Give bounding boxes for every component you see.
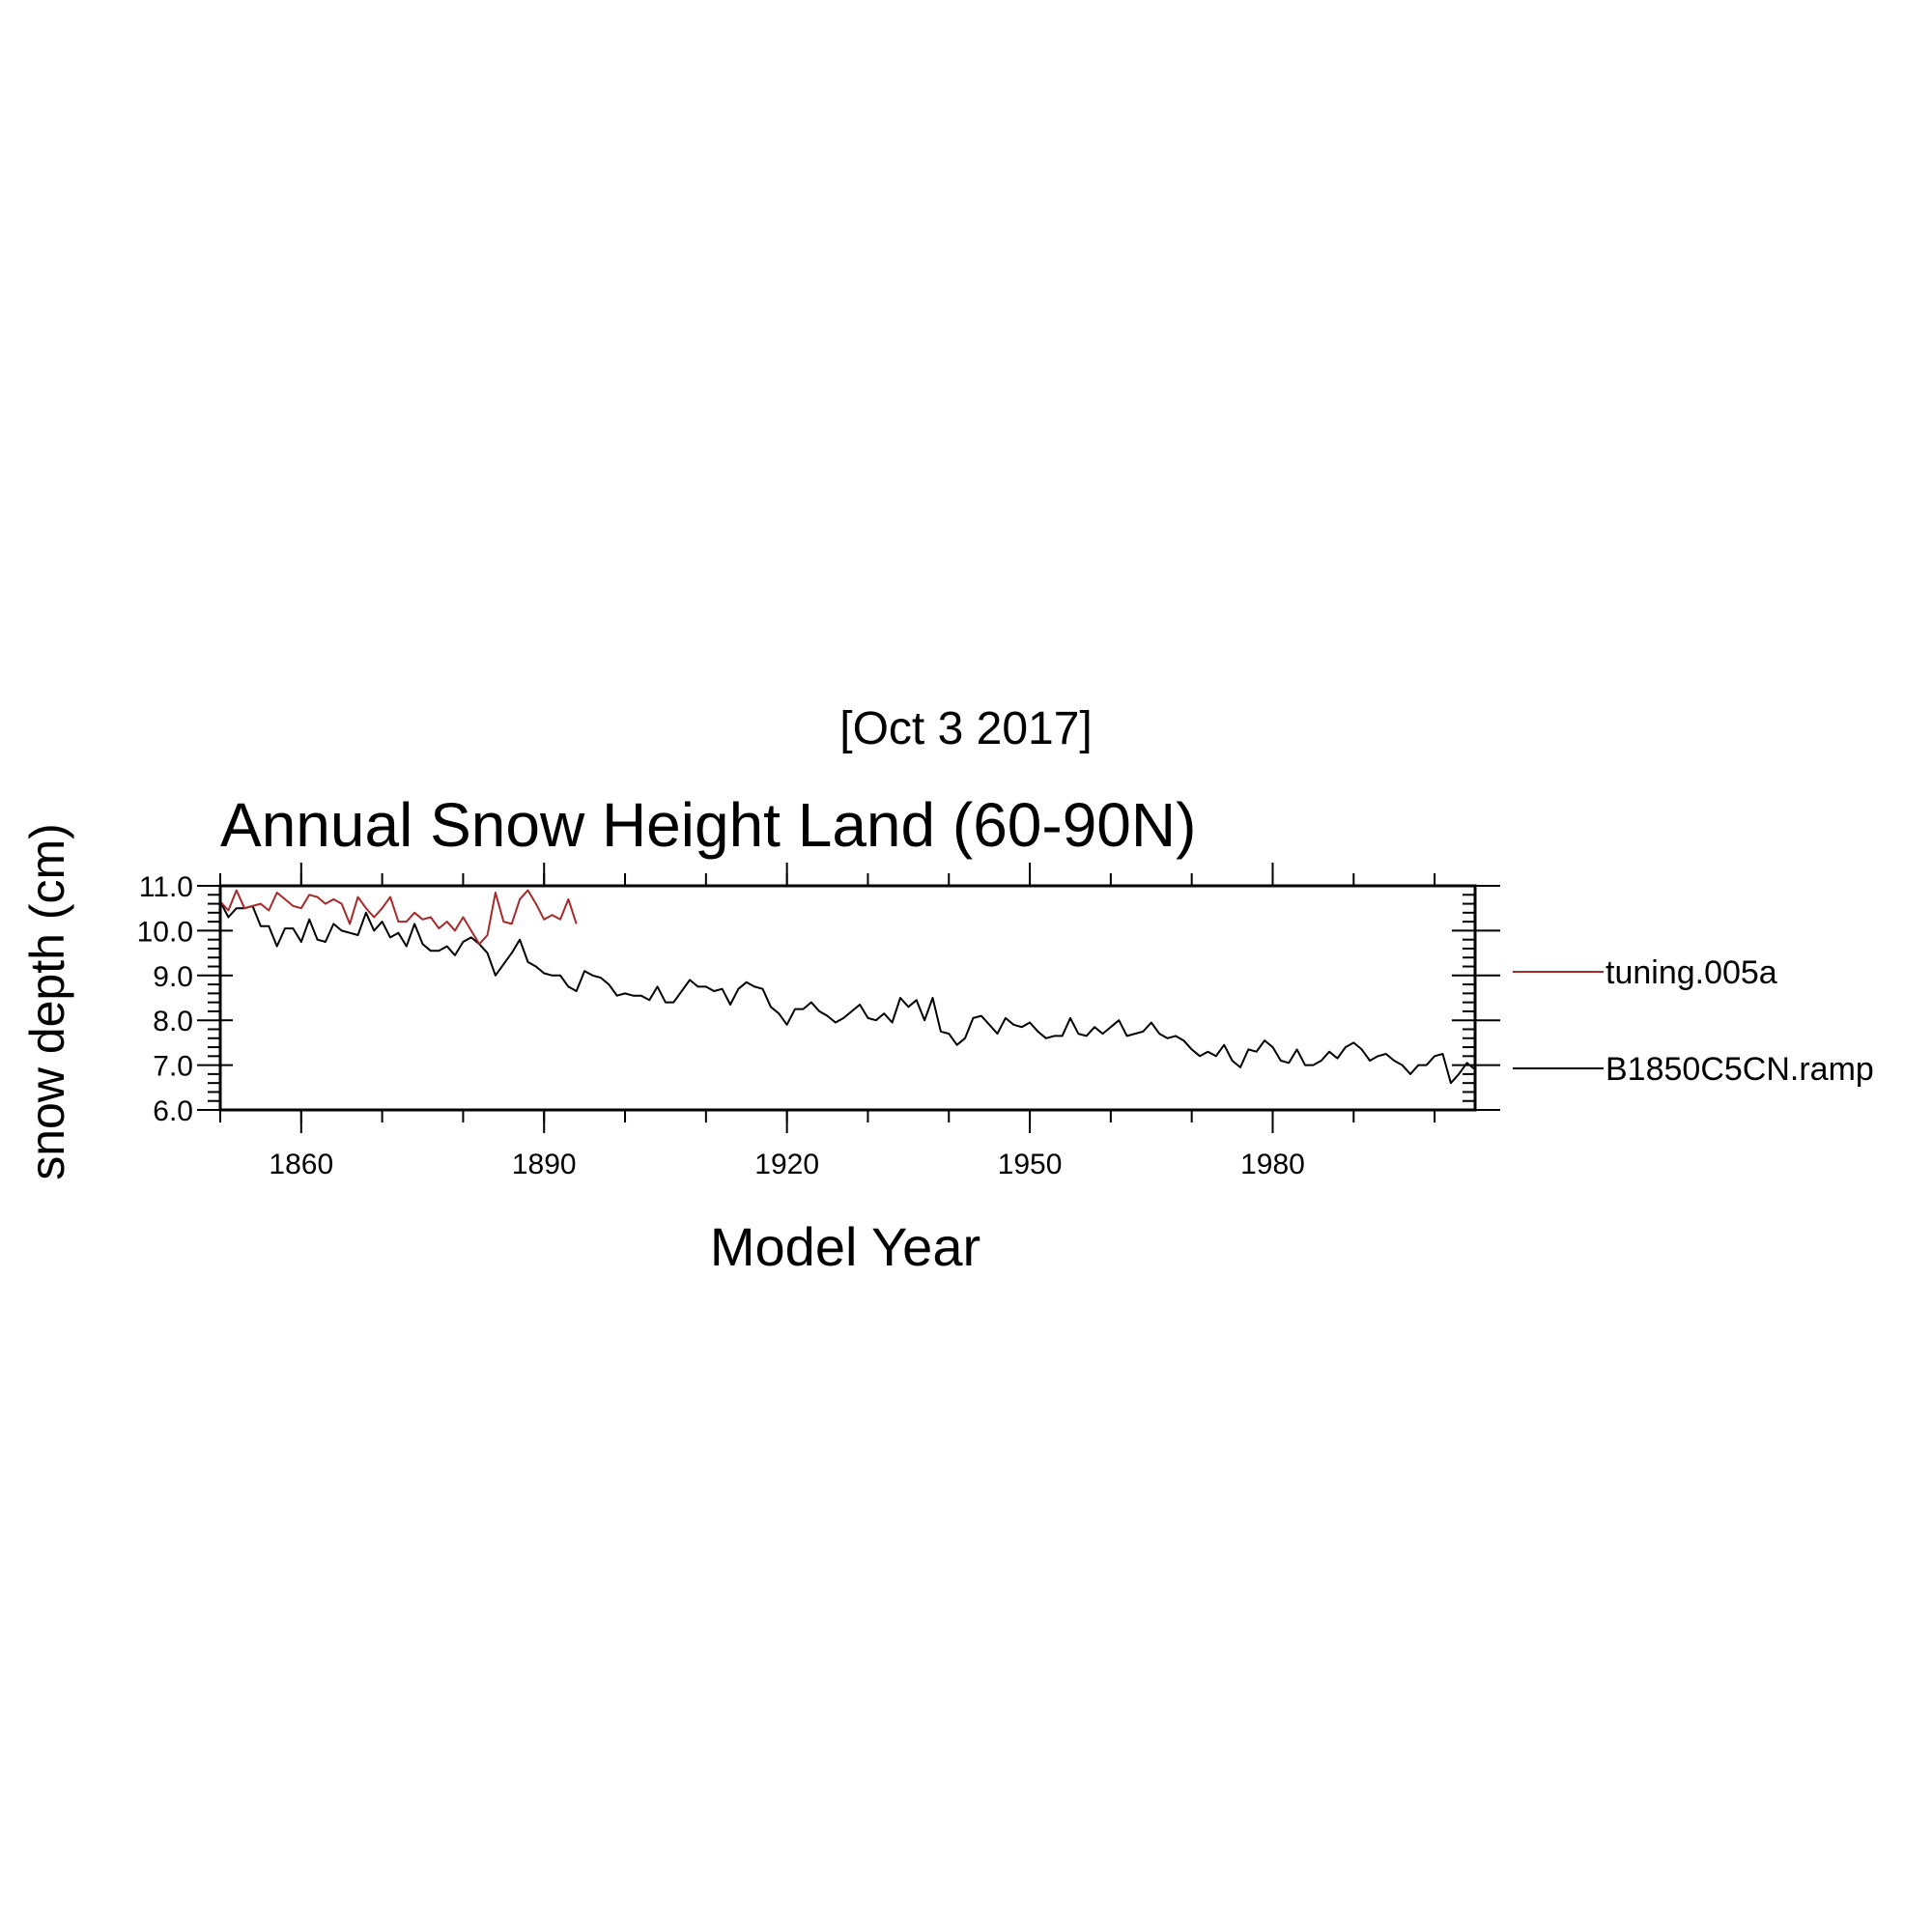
x-minor-ticks [219, 873, 1436, 1122]
y-ticks [197, 885, 1500, 1111]
y-tick-label-7.0: 7.0 [153, 1051, 193, 1083]
y-tick-label-9.0: 9.0 [153, 961, 193, 993]
x-tick-label-1950: 1950 [998, 1149, 1063, 1180]
y-tick-label-6.0: 6.0 [153, 1095, 193, 1127]
legend-label-B1850C5CN.ramp: B1850C5CN.ramp [1605, 1051, 1874, 1088]
x-axis-label: Model Year [710, 1216, 980, 1277]
y-axis-label: snow depth (cm) [20, 823, 74, 1180]
x-tick-label-1860: 1860 [269, 1149, 333, 1180]
x-major-ticks [299, 863, 1274, 1133]
x-tick-label-1980: 1980 [1240, 1149, 1305, 1180]
y-tick-label-8.0: 8.0 [153, 1006, 193, 1037]
legend-label-tuning.005a: tuning.005a [1605, 954, 1777, 991]
series-layer [219, 889, 1476, 1085]
plot-area [197, 863, 1500, 1133]
y-tick-label-11.0: 11.0 [139, 871, 193, 903]
series-line-tuning.005a [219, 889, 578, 946]
series-line-B1850C5CN.ramp [219, 900, 1476, 1085]
plot-frame [218, 884, 1477, 1112]
legend: tuning.005a B1850C5CN.ramp [1513, 954, 1874, 1088]
x-tick-label-1920: 1920 [754, 1149, 819, 1180]
date-stamp: [Oct 3 2017] [839, 703, 1093, 754]
x-tick-labels: 1860 1890 1920 1950 1980 [269, 1149, 1304, 1180]
y-tick-label-10.0: 10.0 [137, 916, 193, 948]
y-tick-labels: 6.0 7.0 8.0 9.0 10.0 11.0 [137, 871, 193, 1127]
x-tick-label-1890: 1890 [512, 1149, 577, 1180]
chart-title: Annual Snow Height Land (60-90N) [220, 790, 1196, 860]
